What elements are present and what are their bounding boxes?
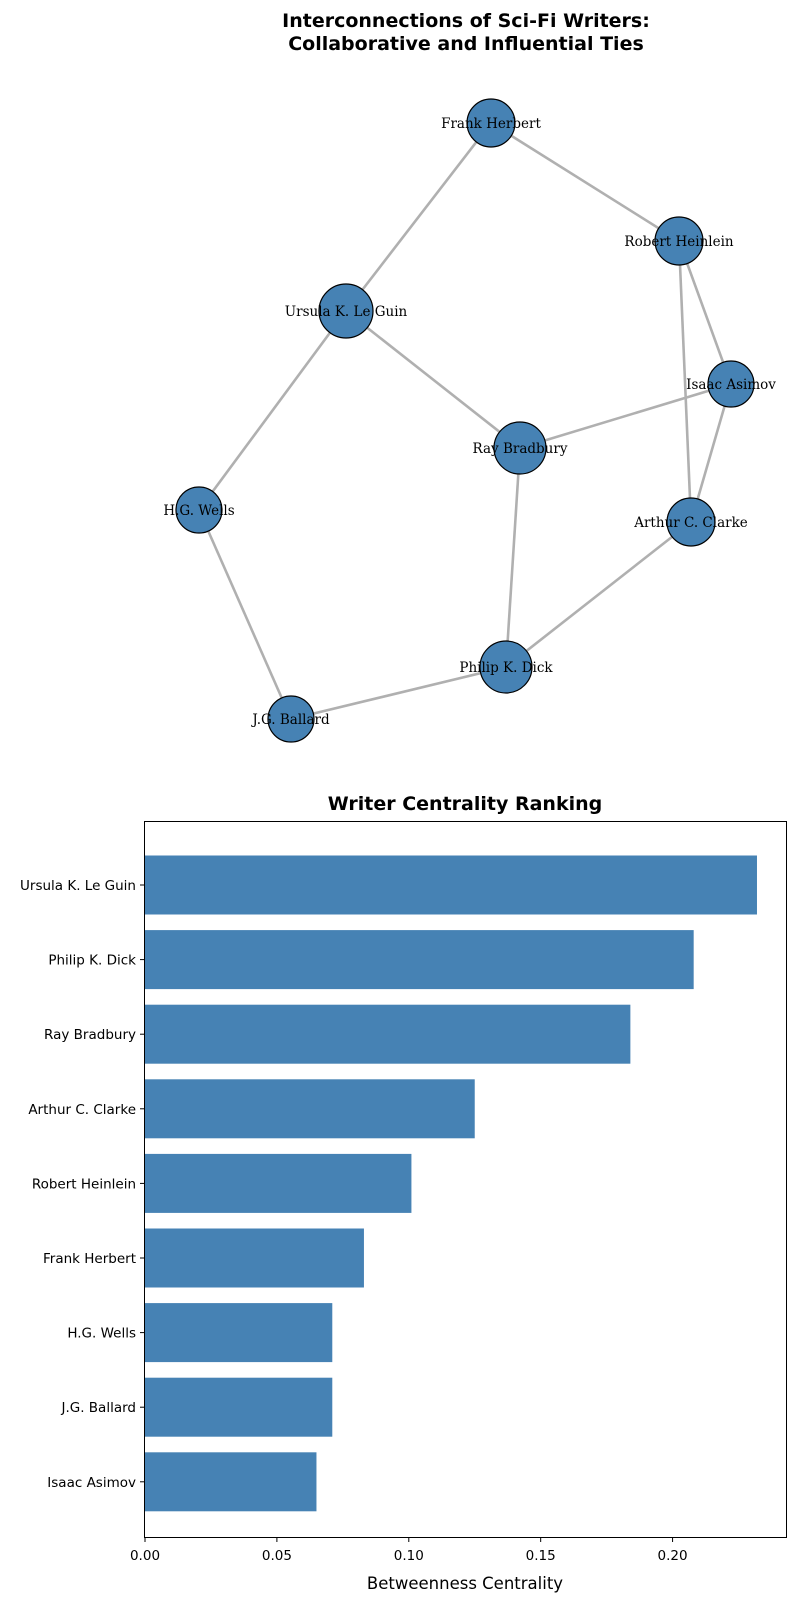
x-tick-label-0.20: 0.20	[658, 1548, 688, 1564]
edges-layer	[197, 121, 733, 721]
edge-robert-heinlein-isaac-asimov	[677, 240, 733, 385]
node-arthur-c-clarke	[666, 497, 716, 547]
y-tick-label-frank-herbert: Frank Herbert	[43, 1251, 136, 1267]
node-ursula-k-le-guin	[318, 283, 374, 339]
edge-h-g-wells-j-g-ballard	[197, 509, 293, 720]
node-label-ray-bradbury: Ray Bradbury	[473, 441, 568, 457]
y-tick-label-ray-bradbury: Ray Bradbury	[44, 1027, 136, 1043]
bar-frank-herbert	[145, 1228, 364, 1288]
x-tick-label-0.00: 0.00	[130, 1548, 160, 1564]
network-chart-title: Interconnections of Sci-Fi Writers: Coll…	[282, 10, 650, 55]
x-ticks-layer: 0.00 0.05 0.10 0.15 0.20	[130, 1537, 688, 1564]
bar-ray-bradbury	[145, 1004, 631, 1064]
y-tick-label-isaac-asimov: Isaac Asimov	[47, 1475, 136, 1491]
bar-arthur-c-clarke	[145, 1079, 475, 1139]
bar-ursula-k-le-guin	[145, 855, 757, 915]
edge-frank-herbert-ursula-k-le-guin	[344, 122, 493, 312]
edge-isaac-asimov-ray-bradbury	[519, 382, 732, 450]
y-tick-label-j-g-ballard: J.G. Ballard	[60, 1400, 136, 1416]
x-tick-label-0.05: 0.05	[262, 1548, 292, 1564]
y-tick-label-philip-k-dick: Philip K. Dick	[48, 953, 136, 969]
node-label-philip-k-dick: Philip K. Dick	[459, 660, 553, 676]
y-tick-label-ursula-k-le-guin: Ursula K. Le Guin	[20, 878, 136, 894]
node-label-ursula-k-le-guin: Ursula K. Le Guin	[285, 304, 408, 320]
node-label-h-g-wells: H.G. Wells	[163, 503, 234, 519]
edge-frank-herbert-robert-heinlein	[490, 121, 680, 243]
edge-ursula-k-le-guin-ray-bradbury	[345, 309, 521, 450]
edge-ursula-k-le-guin-h-g-wells	[197, 310, 348, 511]
node-isaac-asimov	[707, 360, 755, 408]
node-label-isaac-asimov: Isaac Asimov	[686, 377, 776, 393]
x-tick-label-0.10: 0.10	[394, 1548, 424, 1564]
x-axis-label: Betweenness Centrality	[367, 1574, 563, 1593]
node-j-g-ballard	[267, 695, 315, 743]
node-frank-herbert	[466, 98, 516, 148]
edge-philip-k-dick-j-g-ballard	[290, 665, 507, 721]
bar-j-g-ballard	[145, 1377, 333, 1437]
node-label-j-g-ballard: J.G. Ballard	[250, 712, 330, 728]
nodes-layer: Frank Herbert Robert Heinlein Ursula K. Le…	[163, 98, 776, 743]
bar-chart-title: Writer Centrality Ranking	[327, 793, 603, 815]
y-tick-label-h-g-wells: H.G. Wells	[67, 1326, 136, 1342]
edge-arthur-c-clarke-philip-k-dick	[505, 520, 692, 669]
node-label-arthur-c-clarke: Arthur C. Clarke	[633, 515, 748, 531]
bar-robert-heinlein	[145, 1153, 412, 1213]
node-philip-k-dick	[479, 640, 533, 694]
node-robert-heinlein	[654, 216, 704, 266]
network-graph: Frank Herbert Robert Heinlein Ursula K. Le…	[163, 98, 776, 743]
edge-robert-heinlein-arthur-c-clarke	[677, 240, 693, 523]
node-label-robert-heinlein: Robert Heinlein	[624, 234, 733, 250]
node-label-frank-herbert: Frank Herbert	[441, 116, 541, 132]
edge-ray-bradbury-philip-k-dick	[504, 447, 522, 668]
bar-isaac-asimov	[145, 1452, 317, 1512]
node-ray-bradbury	[493, 421, 547, 475]
bars-layer: Ursula K. Le Guin Philip K. Dick Ray Bradb…	[20, 855, 757, 1512]
x-tick-label-0.15: 0.15	[526, 1548, 556, 1564]
bar-chart: Ursula K. Le Guin Philip K. Dick Ray Bradb…	[20, 821, 787, 1593]
plot-frame	[144, 821, 787, 1538]
y-tick-label-arthur-c-clarke: Arthur C. Clarke	[28, 1102, 136, 1118]
bar-philip-k-dick	[145, 930, 694, 990]
node-h-g-wells	[175, 486, 223, 534]
y-tick-label-robert-heinlein: Robert Heinlein	[32, 1176, 136, 1192]
bar-h-g-wells	[145, 1303, 333, 1363]
